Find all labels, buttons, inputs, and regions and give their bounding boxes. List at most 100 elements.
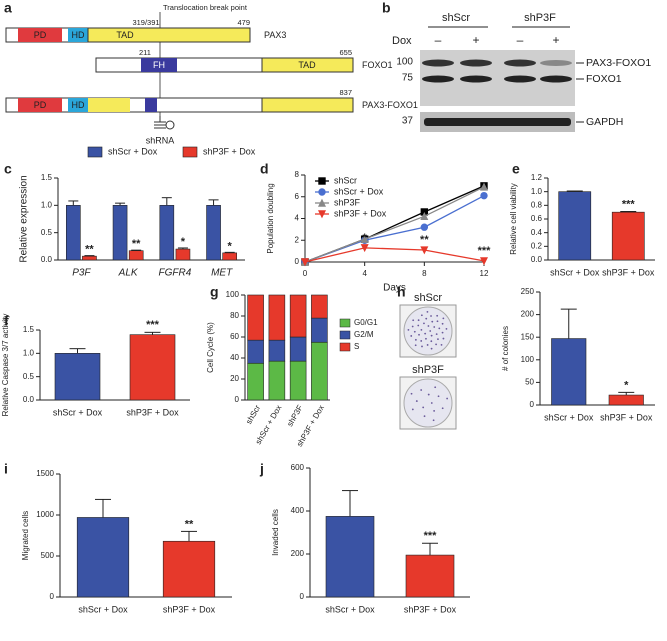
domain [261, 97, 354, 113]
y-tick-label: 0.5 [41, 228, 53, 237]
line [304, 247, 485, 263]
colony [436, 314, 439, 317]
colony [435, 333, 438, 335]
group-label: shScr [442, 12, 470, 24]
legend-swatch [339, 342, 351, 352]
domain [261, 57, 354, 73]
band [422, 59, 454, 67]
colony [415, 400, 418, 402]
y-tick-label: 0.5 [23, 372, 35, 381]
colony [440, 343, 443, 346]
x-tick-label: 8 [422, 269, 427, 278]
colony [427, 325, 430, 327]
domain [68, 28, 88, 42]
x-tick-label: 4 [362, 269, 367, 278]
colony [437, 395, 440, 398]
x-tick-label: shP3F [285, 403, 304, 428]
colony [414, 344, 417, 347]
significance: *** [478, 245, 492, 257]
colony [425, 317, 428, 320]
bar [206, 205, 221, 261]
colony [410, 335, 413, 337]
y-tick-label: 1.5 [23, 325, 35, 334]
colony [426, 311, 429, 313]
treatment-label: Dox [392, 35, 412, 47]
significance: *** [146, 319, 160, 331]
bar [405, 554, 455, 598]
lane-label: + [472, 33, 479, 47]
legend-label: G2/M [354, 330, 374, 339]
colony [442, 337, 445, 340]
shrna-icon [154, 116, 166, 129]
y-tick-label: 60 [230, 332, 239, 341]
marker [318, 188, 326, 196]
colony [433, 410, 436, 412]
band [460, 59, 492, 67]
band [540, 60, 572, 66]
colony [420, 389, 423, 391]
domain [18, 28, 62, 42]
legend-label: shP3F + Dox [203, 146, 256, 156]
panel-label: f [4, 313, 9, 329]
x-tick-label: shScr + Dox [53, 407, 103, 417]
x-tick-label: 0 [303, 269, 308, 278]
colony [426, 344, 429, 346]
bar-segment [311, 317, 328, 343]
y-tick-label: 500 [41, 551, 55, 560]
x-tick-label: shP3F + Dox [602, 267, 655, 277]
x-tick-label: shScr + Dox [325, 604, 375, 614]
x-tick-label: shP3F + Dox [600, 412, 653, 422]
marker [360, 244, 369, 253]
band-label: PAX3-FOXO1 [586, 57, 651, 69]
domain-label: FH [153, 60, 165, 70]
position: 837 [339, 88, 352, 97]
marker [318, 177, 326, 185]
x-tick-label: shP3F + Dox [163, 604, 216, 614]
y-tick-label: 600 [291, 463, 305, 472]
panel-label: h [397, 284, 406, 300]
domain [88, 98, 130, 112]
domain [141, 58, 177, 72]
y-tick-label: 0 [295, 257, 300, 266]
bar [128, 250, 144, 261]
colony [407, 329, 410, 331]
colony [423, 322, 425, 325]
colony [430, 347, 433, 350]
significance: ** [85, 244, 94, 256]
legend-swatch [339, 318, 351, 328]
legend-label: G0/G1 [354, 318, 378, 327]
marker-label: 100 [396, 57, 413, 68]
bar [222, 252, 238, 261]
panel-b: b shScr shP3F Dox – + – + 100 75 37 PAX3… [382, 0, 651, 132]
colony [420, 314, 423, 317]
domain [87, 27, 251, 43]
colony [436, 320, 439, 323]
x-tick-label: shP3F + Dox [126, 407, 179, 417]
colony [423, 415, 426, 418]
panel-a: a Translocation break point PD HD TAD 31… [4, 0, 418, 145]
colony [411, 325, 414, 328]
y-tick-label: 1.0 [41, 200, 53, 209]
bar [65, 205, 81, 261]
bar-segment [247, 294, 264, 341]
panel-label: e [512, 161, 520, 177]
y-axis-title: Relative cell viability [509, 183, 518, 255]
legend-swatch [182, 146, 198, 158]
band [422, 75, 454, 83]
marker [360, 234, 369, 243]
y-tick-label: 8 [295, 170, 300, 179]
marker [317, 198, 327, 207]
marker [300, 258, 310, 267]
band [504, 75, 536, 83]
domain-label: PD [34, 30, 47, 40]
panel-label: j [259, 461, 264, 477]
colony [446, 397, 449, 400]
y-tick-label: 1.0 [23, 348, 35, 357]
colony [435, 343, 437, 346]
band-label: GAPDH [586, 116, 623, 128]
y-axis-title: Migrated cells [21, 511, 30, 560]
band [504, 59, 536, 67]
colony [430, 340, 433, 343]
colony [441, 331, 444, 334]
